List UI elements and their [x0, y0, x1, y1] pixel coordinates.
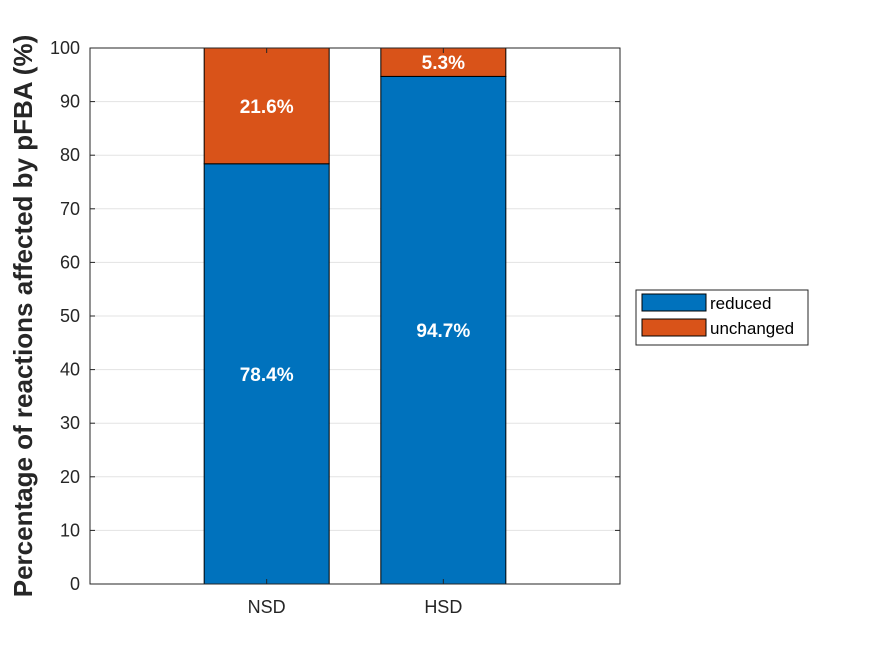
- y-tick-label: 30: [60, 413, 80, 433]
- y-tick-label: 60: [60, 252, 80, 272]
- bars: [203, 47, 507, 585]
- bar-reduced-nsd: [203, 163, 330, 585]
- y-tick-label: 90: [60, 92, 80, 112]
- y-tick-label: 100: [50, 38, 80, 58]
- x-tick-label: NSD: [248, 597, 286, 617]
- legend[interactable]: reduced unchanged: [635, 289, 809, 346]
- legend-label-unchanged: unchanged: [710, 319, 794, 338]
- legend-label-reduced: reduced: [710, 294, 771, 313]
- legend-swatch-unchanged: [641, 318, 707, 337]
- y-axis-ticks: 0 10 20 30 40 50 60 70 80 90 100: [50, 38, 620, 594]
- y-tick-label: 10: [60, 520, 80, 540]
- x-axis-ticks: NSD HSD: [248, 48, 462, 617]
- y-tick-label: 50: [60, 306, 80, 326]
- bar-label-unchanged-hsd: 5.3%: [422, 53, 465, 74]
- legend-swatch-reduced: [641, 293, 707, 312]
- grid-lines: [90, 101, 620, 531]
- y-axis-title: Percentage of reactions affected by pFBA…: [8, 35, 38, 598]
- y-tick-label: 20: [60, 467, 80, 487]
- y-tick-label: 0: [70, 574, 80, 594]
- bar-label-unchanged-nsd: 21.6%: [240, 97, 294, 118]
- x-tick-label: HSD: [424, 597, 462, 617]
- bar-label-reduced-nsd: 78.4%: [240, 365, 294, 386]
- y-tick-label: 80: [60, 145, 80, 165]
- bar-labels: 78.4% 21.6% 94.7% 5.3%: [240, 53, 471, 386]
- y-tick-label: 40: [60, 360, 80, 380]
- bar-label-reduced-hsd: 94.7%: [416, 321, 470, 342]
- y-tick-label: 70: [60, 199, 80, 219]
- bar-unchanged-nsd: [203, 47, 330, 165]
